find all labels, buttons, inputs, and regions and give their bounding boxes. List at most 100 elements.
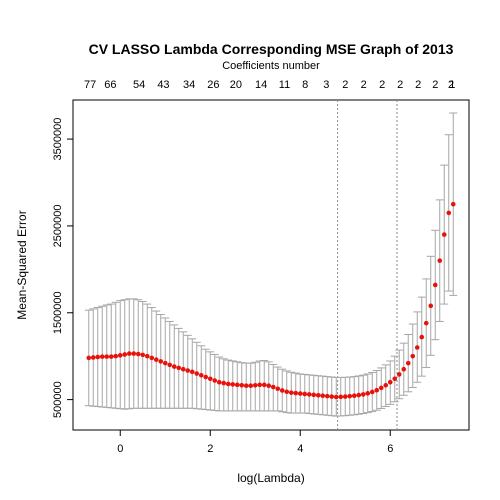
- top-axis-title: Coefficients number: [222, 60, 320, 72]
- data-point-44: [284, 389, 290, 395]
- data-point-73: [414, 345, 420, 350]
- data-point-71: [405, 360, 411, 366]
- data-points: [86, 201, 456, 400]
- top-tick-label-6: 20: [230, 79, 242, 91]
- data-point-33: [234, 382, 240, 388]
- data-point-6: [113, 353, 119, 359]
- data-point-60: [356, 392, 362, 398]
- data-point-38: [257, 382, 263, 388]
- top-tick-label-3: 43: [157, 79, 169, 91]
- data-point-41: [270, 384, 276, 390]
- y-tick-label-3: 3500000: [52, 118, 64, 161]
- data-point-27: [207, 376, 213, 382]
- data-point-12: [140, 352, 146, 358]
- top-tick-label-4: 34: [183, 79, 195, 91]
- data-point-62: [365, 391, 371, 396]
- data-point-43: [279, 388, 285, 393]
- top-tick-label-13: 2: [379, 79, 385, 91]
- data-point-74: [419, 334, 425, 340]
- data-point-59: [351, 393, 357, 398]
- data-point-72: [410, 353, 416, 359]
- data-point-9: [126, 351, 132, 356]
- data-point-64: [374, 387, 380, 393]
- y-tick-label-2: 2500000: [52, 205, 64, 248]
- data-point-65: [378, 385, 384, 391]
- data-point-26: [203, 374, 209, 380]
- top-tick-label-8: 11: [279, 79, 290, 91]
- data-point-67: [387, 379, 393, 385]
- x-tick-label-3: 6: [387, 443, 393, 455]
- data-point-7: [117, 353, 123, 358]
- data-point-25: [198, 372, 204, 378]
- data-point-31: [225, 381, 231, 387]
- data-point-68: [392, 376, 398, 382]
- top-tick-label-1: 66: [104, 79, 116, 91]
- top-tick-label-17: 2: [448, 79, 454, 91]
- data-point-30: [221, 380, 227, 386]
- data-point-70: [401, 366, 407, 372]
- data-point-32: [230, 382, 236, 387]
- x-axis: 0 2 4 6: [117, 430, 393, 455]
- data-point-48: [302, 391, 308, 397]
- y-tick-label-0: 500000: [52, 381, 64, 418]
- top-tick-label-2: 54: [133, 79, 145, 91]
- y-axis: 500000 1500000 2500000 3500000: [52, 118, 73, 418]
- data-point-23: [189, 369, 195, 375]
- data-point-21: [180, 366, 186, 372]
- data-point-39: [261, 382, 267, 388]
- data-point-55: [333, 394, 339, 400]
- data-point-42: [275, 386, 281, 392]
- data-point-34: [239, 382, 245, 388]
- data-point-47: [297, 391, 303, 396]
- data-point-16: [158, 359, 164, 364]
- data-point-57: [342, 394, 348, 399]
- data-point-77: [432, 282, 438, 288]
- data-point-53: [324, 393, 330, 399]
- data-point-66: [383, 382, 389, 388]
- data-point-76: [428, 303, 434, 309]
- top-tick-label-16: 2: [432, 79, 438, 91]
- top-tick-label-12: 2: [361, 79, 367, 91]
- data-point-75: [423, 320, 429, 326]
- data-point-37: [252, 382, 258, 388]
- error-bars: [84, 112, 458, 417]
- data-point-58: [347, 393, 353, 399]
- data-point-45: [288, 390, 294, 395]
- data-point-10: [131, 351, 137, 356]
- plot-frame: [72, 99, 470, 431]
- data-point-51: [315, 392, 321, 398]
- data-point-40: [266, 383, 272, 389]
- data-point-46: [293, 390, 299, 396]
- x-tick-label-0: 0: [117, 443, 123, 455]
- data-point-0: [86, 355, 92, 361]
- data-point-78: [437, 258, 443, 263]
- top-tick-label-15: 2: [415, 79, 421, 91]
- data-point-79: [441, 232, 447, 237]
- data-point-17: [162, 360, 168, 366]
- data-point-1: [90, 355, 96, 360]
- top-tick-label-0: 77: [84, 79, 96, 91]
- data-point-19: [171, 364, 177, 369]
- data-point-36: [248, 383, 254, 389]
- data-point-4: [104, 354, 110, 359]
- y-tick-label-1: 1500000: [52, 291, 64, 334]
- data-point-18: [167, 362, 173, 368]
- top-tick-label-5: 26: [207, 79, 219, 91]
- data-point-14: [149, 355, 155, 361]
- data-point-20: [176, 365, 182, 371]
- top-tick-label-18: 1: [449, 79, 455, 91]
- data-point-28: [212, 378, 218, 383]
- data-point-56: [338, 394, 344, 400]
- data-point-63: [369, 389, 375, 395]
- top-tick-label-7: 14: [255, 79, 267, 91]
- data-point-3: [99, 354, 105, 359]
- data-point-13: [144, 353, 150, 359]
- data-point-54: [329, 394, 335, 399]
- data-point-29: [216, 379, 222, 385]
- data-point-15: [153, 357, 159, 362]
- data-point-22: [185, 368, 191, 373]
- top-tick-label-11: 2: [342, 79, 348, 91]
- data-point-50: [311, 392, 317, 398]
- chart-title: CV LASSO Lambda Corresponding MSE Graph …: [89, 41, 454, 57]
